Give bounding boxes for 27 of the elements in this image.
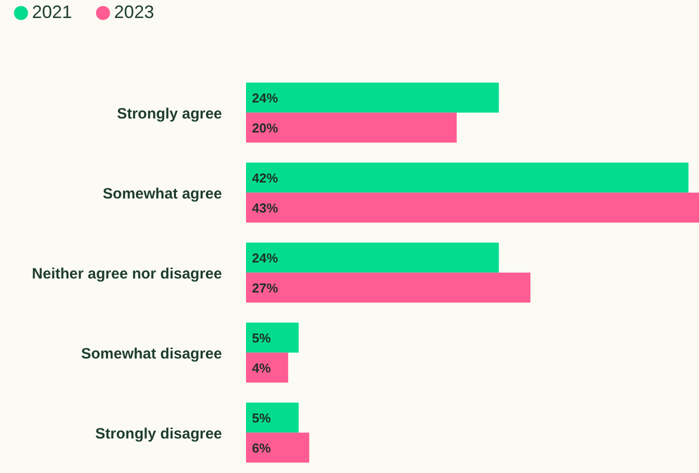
data-label: 5% bbox=[252, 410, 272, 426]
bar bbox=[246, 112, 457, 143]
legend-label: 2023 bbox=[114, 2, 154, 22]
data-label: 5% bbox=[252, 330, 272, 346]
y-tick-label: Somewhat disagree bbox=[81, 345, 222, 362]
y-tick-label: Strongly disagree bbox=[95, 425, 222, 442]
bar bbox=[246, 322, 299, 353]
data-label: 42% bbox=[252, 170, 278, 186]
data-label: 24% bbox=[252, 90, 278, 106]
bar bbox=[246, 162, 688, 193]
data-label: 43% bbox=[252, 200, 278, 216]
bar bbox=[246, 272, 530, 303]
data-label: 24% bbox=[252, 250, 278, 266]
data-label: 6% bbox=[252, 440, 272, 456]
y-tick-label: Strongly agree bbox=[116, 105, 222, 122]
y-tick-label: Somewhat agree bbox=[102, 185, 222, 202]
bar bbox=[246, 192, 699, 223]
bar bbox=[246, 82, 499, 113]
legend-label: 2021 bbox=[32, 2, 72, 22]
data-label: 4% bbox=[252, 360, 272, 376]
data-label: 20% bbox=[252, 120, 278, 136]
bar bbox=[246, 242, 499, 273]
bar bbox=[246, 352, 288, 383]
data-label: 27% bbox=[252, 280, 278, 296]
bar bbox=[246, 432, 310, 463]
bar bbox=[246, 402, 299, 433]
y-tick-label: Neither agree nor disagree bbox=[32, 265, 222, 282]
